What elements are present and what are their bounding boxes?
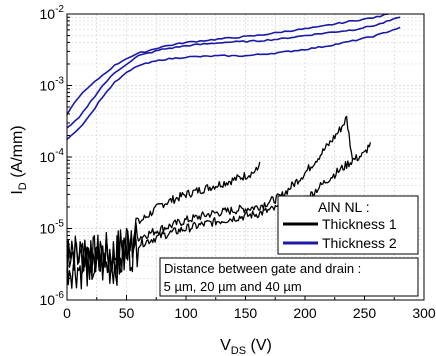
legend-entry-thickness-2: Thickness 2 bbox=[322, 235, 397, 251]
y-tick-label: 10-5 bbox=[40, 219, 65, 237]
x-tick-label: 100 bbox=[174, 305, 198, 321]
note-line-2: 5 µm, 20 µm and 40 µm bbox=[160, 279, 302, 294]
x-axis-label-sub: DS bbox=[231, 345, 246, 356]
y-axis-label: ID (A/mm) bbox=[9, 125, 29, 194]
series-line-thickness-2-5 bbox=[66, 26, 401, 140]
legend-title: AlN NL : bbox=[318, 199, 370, 215]
legend-entry-thickness-1: Thickness 1 bbox=[322, 216, 397, 232]
y-axis-label-main: I bbox=[9, 190, 26, 194]
ticks: 0 50 100 150 200 250 300 10-6 10-5 10-4 10-3 10-2 bbox=[40, 4, 436, 321]
x-axis-label: VDS (V) bbox=[220, 337, 272, 356]
note-box bbox=[159, 257, 419, 297]
y-axis-label-sub: D bbox=[17, 182, 29, 190]
series-line-thickness-2-4 bbox=[66, 13, 389, 115]
y-axis-label-unit: (A/mm) bbox=[9, 125, 26, 182]
x-tick-label: 150 bbox=[234, 305, 258, 321]
note-line-1: Distance between gate and drain : bbox=[164, 261, 361, 276]
legend: AlN NL : Thickness 1 Thickness 2 bbox=[277, 195, 419, 255]
y-tick-label: 10-3 bbox=[40, 76, 65, 94]
series-line-thickness-1-2 bbox=[66, 142, 372, 290]
series-layer bbox=[66, 13, 401, 290]
y-tick-label: 10-4 bbox=[40, 147, 65, 165]
y-tick-label: 10-6 bbox=[40, 290, 65, 308]
x-tick-label: 200 bbox=[293, 305, 317, 321]
y-tick-label: 10-2 bbox=[40, 4, 65, 22]
x-tick-label: 300 bbox=[412, 305, 436, 321]
grid bbox=[66, 14, 425, 301]
x-axis-label-main: V bbox=[220, 337, 231, 354]
x-tick-label: 250 bbox=[353, 305, 377, 321]
x-tick-label: 50 bbox=[119, 305, 135, 321]
series-line-thickness-2-3 bbox=[66, 16, 401, 129]
x-axis-label-unit: (V) bbox=[246, 337, 272, 354]
x-tick-label: 0 bbox=[63, 305, 71, 321]
note: Distance between gate and drain : 5 µm, … bbox=[159, 257, 419, 297]
